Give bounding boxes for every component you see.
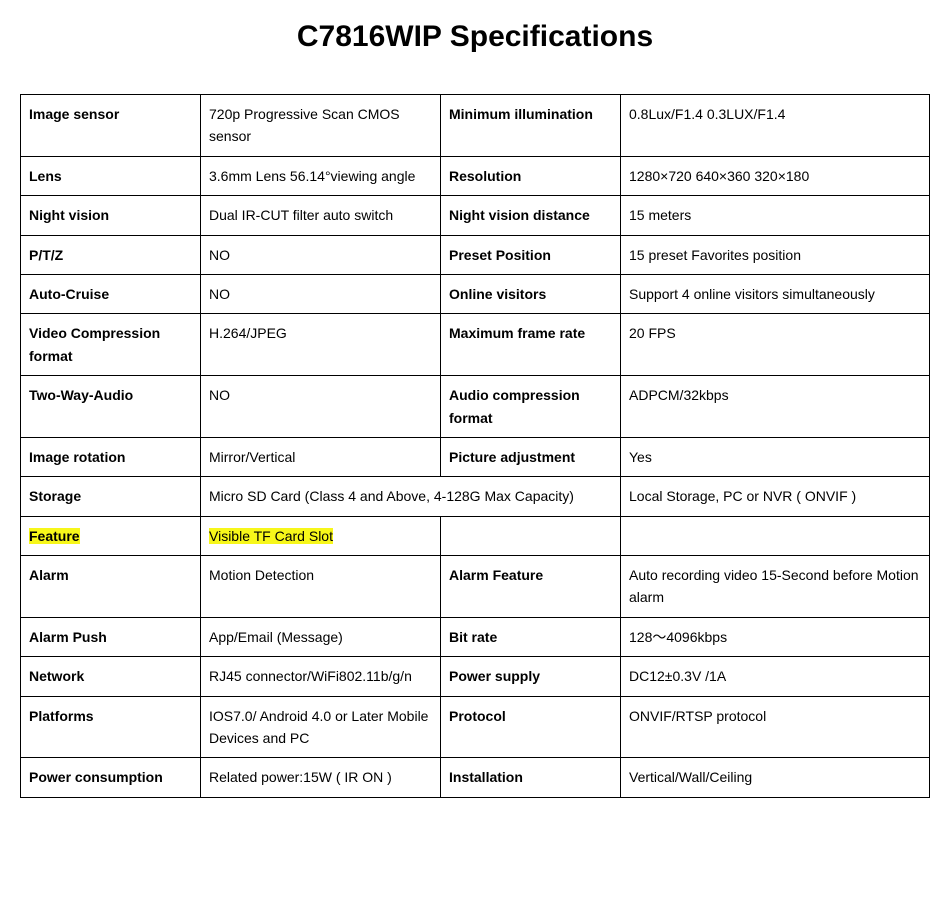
spec-value: ADPCM/32kbps [621, 376, 930, 438]
spec-label: Two-Way-Audio [21, 376, 201, 438]
spec-value: Mirror/Vertical [201, 437, 441, 476]
spec-value: 720p Progressive Scan CMOS sensor [201, 95, 441, 157]
spec-page: C7816WIP Specifications Image sensor720p… [0, 0, 950, 828]
spec-label: Online visitors [441, 274, 621, 313]
spec-value: Auto recording video 15-Second before Mo… [621, 556, 930, 618]
spec-value: Visible TF Card Slot [201, 516, 441, 555]
spec-value: Support 4 online visitors simultaneously [621, 274, 930, 313]
spec-label: Alarm Feature [441, 556, 621, 618]
table-row: PlatformsIOS7.0/ Android 4.0 or Later Mo… [21, 696, 930, 758]
table-row: NetworkRJ45 connector/WiFi802.11b/g/nPow… [21, 657, 930, 696]
spec-value: NO [201, 376, 441, 438]
spec-label: Power consumption [21, 758, 201, 797]
spec-label: Night vision [21, 196, 201, 235]
spec-value: 15 preset Favorites position [621, 235, 930, 274]
spec-value: RJ45 connector/WiFi802.11b/g/n [201, 657, 441, 696]
spec-value: ONVIF/RTSP protocol [621, 696, 930, 758]
spec-label: P/T/Z [21, 235, 201, 274]
spec-value: 0.8Lux/F1.4 0.3LUX/F1.4 [621, 95, 930, 157]
spec-label: Network [21, 657, 201, 696]
spec-value: Motion Detection [201, 556, 441, 618]
table-row: Feature Visible TF Card Slot [21, 516, 930, 555]
spec-label: Storage [21, 477, 201, 516]
spec-label: Installation [441, 758, 621, 797]
spec-value: 3.6mm Lens 56.14°viewing angle [201, 156, 441, 195]
spec-value: App/Email (Message) [201, 617, 441, 656]
spec-value [621, 516, 930, 555]
spec-label: Image rotation [21, 437, 201, 476]
table-row: Video Compression formatH.264/JPEGMaximu… [21, 314, 930, 376]
spec-value: Micro SD Card (Class 4 and Above, 4-128G… [201, 477, 621, 516]
spec-label: Power supply [441, 657, 621, 696]
spec-value: Related power:15W ( IR ON ) [201, 758, 441, 797]
table-row: Lens3.6mm Lens 56.14°viewing angleResolu… [21, 156, 930, 195]
table-row: StorageMicro SD Card (Class 4 and Above,… [21, 477, 930, 516]
spec-label: Platforms [21, 696, 201, 758]
spec-label: Resolution [441, 156, 621, 195]
spec-label: Preset Position [441, 235, 621, 274]
spec-label: Alarm Push [21, 617, 201, 656]
table-row: AlarmMotion DetectionAlarm FeatureAuto r… [21, 556, 930, 618]
highlighted-text: Visible TF Card Slot [209, 528, 333, 544]
spec-label: Night vision distance [441, 196, 621, 235]
spec-value: Yes [621, 437, 930, 476]
table-row: Power consumption Related power:15W ( IR… [21, 758, 930, 797]
spec-label: Maximum frame rate [441, 314, 621, 376]
spec-value: 15 meters [621, 196, 930, 235]
spec-value: H.264/JPEG [201, 314, 441, 376]
spec-value: 1280×720 640×360 320×180 [621, 156, 930, 195]
table-row: Night visionDual IR-CUT filter auto swit… [21, 196, 930, 235]
spec-value: Vertical/Wall/Ceiling [621, 758, 930, 797]
page-title: C7816WIP Specifications [20, 20, 930, 54]
spec-value: NO [201, 235, 441, 274]
table-row: Image sensor720p Progressive Scan CMOS s… [21, 95, 930, 157]
table-row: Two-Way-AudioNOAudio compression formatA… [21, 376, 930, 438]
spec-value: DC12±0.3V /1A [621, 657, 930, 696]
spec-label: Bit rate [441, 617, 621, 656]
spec-label: Minimum illumination [441, 95, 621, 157]
spec-label: Protocol [441, 696, 621, 758]
spec-label: Audio compression format [441, 376, 621, 438]
spec-value: Dual IR-CUT filter auto switch [201, 196, 441, 235]
spec-label: Picture adjustment [441, 437, 621, 476]
spec-label: Video Compression format [21, 314, 201, 376]
table-row: P/T/ZNOPreset Position15 preset Favorite… [21, 235, 930, 274]
spec-label: Image sensor [21, 95, 201, 157]
spec-label: Auto-Cruise [21, 274, 201, 313]
highlighted-text: Feature [29, 528, 80, 544]
spec-table: Image sensor720p Progressive Scan CMOS s… [20, 94, 930, 798]
spec-label [441, 516, 621, 555]
spec-label: Alarm [21, 556, 201, 618]
spec-label: Lens [21, 156, 201, 195]
spec-value: 20 FPS [621, 314, 930, 376]
table-row: Image rotationMirror/VerticalPicture adj… [21, 437, 930, 476]
spec-value: Local Storage, PC or NVR ( ONVIF ) [621, 477, 930, 516]
spec-value: IOS7.0/ Android 4.0 or Later Mobile Devi… [201, 696, 441, 758]
table-row: Auto-CruiseNOOnline visitorsSupport 4 on… [21, 274, 930, 313]
table-row: Alarm PushApp/Email (Message)Bit rate128… [21, 617, 930, 656]
spec-value: 128～4096kbps [621, 617, 930, 656]
spec-label: Feature [21, 516, 201, 555]
spec-value: NO [201, 274, 441, 313]
